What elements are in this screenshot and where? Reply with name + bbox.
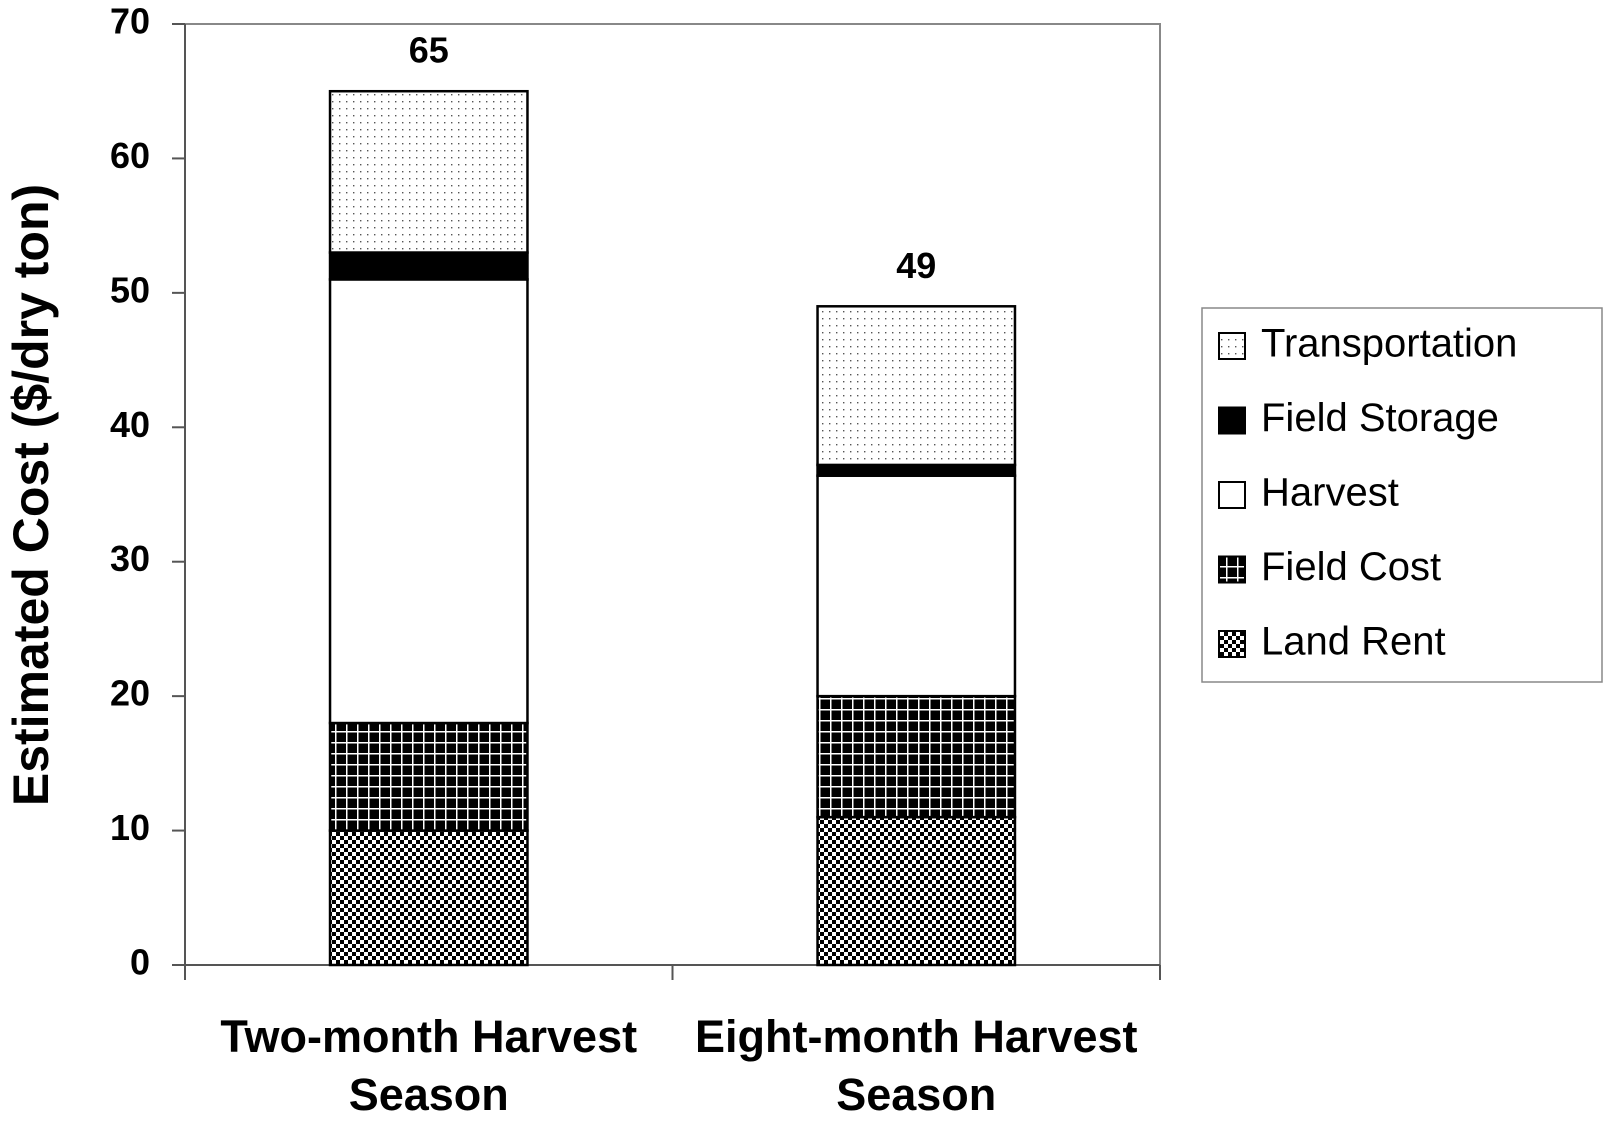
y-tick-label: 70 — [110, 1, 150, 42]
legend-swatch — [1218, 406, 1246, 435]
bar-segment — [816, 305, 1017, 467]
y-tick-label: 50 — [110, 269, 150, 310]
legend-swatch — [1218, 332, 1246, 360]
y-tick-label: 20 — [110, 673, 150, 714]
bar-segment — [328, 278, 529, 725]
bar-segment — [328, 251, 529, 281]
bar-segment — [816, 815, 1017, 967]
legend-box — [1201, 307, 1603, 683]
y-axis-title: Estimated Cost ($/dry ton) — [3, 184, 59, 806]
legend-label: Land Rent — [1261, 620, 1446, 664]
legend-label: Harvest — [1261, 471, 1399, 515]
bar-segment — [816, 694, 1017, 819]
y-tick-label: 30 — [110, 538, 150, 579]
x-tick-label: Two-month Harvest Season — [220, 1011, 638, 1120]
legend-swatch — [1218, 481, 1246, 509]
legend-swatch — [1218, 630, 1246, 658]
bar-segment — [816, 474, 1017, 698]
bar-segment — [328, 829, 529, 967]
legend-label: Transportation — [1261, 322, 1517, 366]
bar-segment — [328, 721, 529, 832]
legend-label: Field Storage — [1261, 396, 1499, 440]
total-label: 49 — [896, 245, 936, 286]
legend-swatch — [1218, 555, 1246, 584]
y-tick-label: 10 — [110, 807, 150, 848]
y-tick-label: 40 — [110, 404, 150, 445]
y-tick-label: 0 — [130, 942, 150, 983]
bar-segment — [816, 463, 1017, 477]
legend-label: Field Cost — [1261, 545, 1441, 589]
x-tick-label: Eight-month Harvest Season — [694, 1011, 1138, 1120]
total-label: 65 — [409, 30, 449, 71]
y-tick-label: 60 — [110, 135, 150, 176]
bar-segment — [328, 89, 529, 254]
